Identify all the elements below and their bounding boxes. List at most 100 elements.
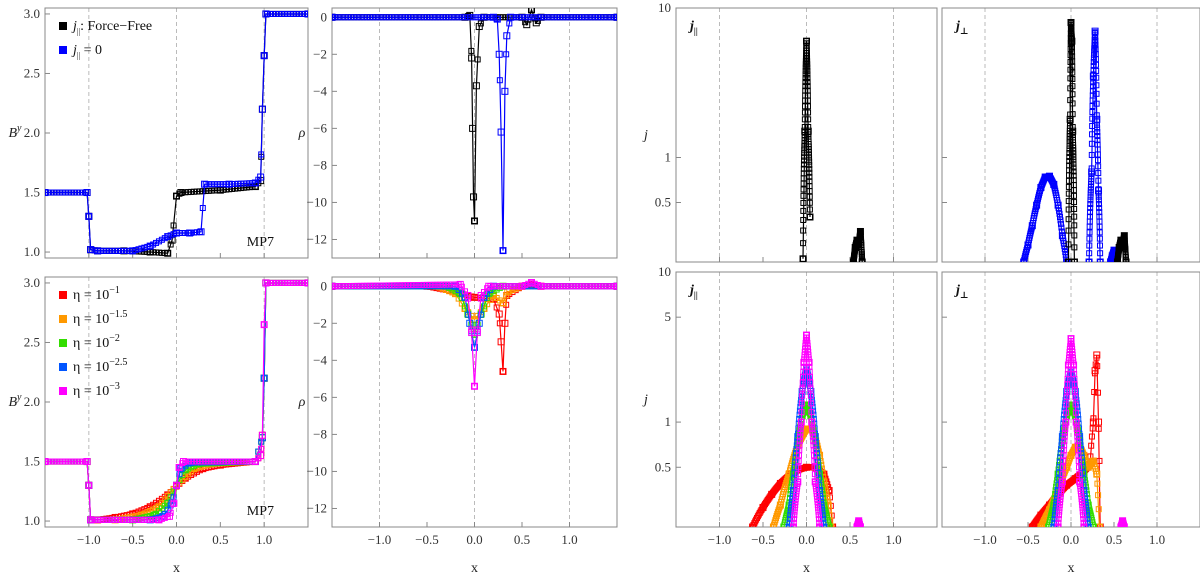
data-point xyxy=(1084,519,1091,526)
x-tick-label: −1.0 xyxy=(973,532,997,547)
data-point xyxy=(1069,351,1076,358)
data-point xyxy=(806,158,813,165)
data-point xyxy=(1094,363,1101,370)
data-point xyxy=(1078,499,1085,506)
data-point xyxy=(1065,227,1072,234)
data-point xyxy=(791,512,798,519)
data-point xyxy=(1096,235,1103,242)
data-point xyxy=(819,508,826,515)
data-point xyxy=(1066,142,1073,149)
annotation: MP7 xyxy=(247,235,274,250)
data-point xyxy=(155,516,163,524)
data-point xyxy=(588,14,595,21)
legend-label-sub: || xyxy=(77,27,80,36)
data-point xyxy=(439,14,446,21)
data-point xyxy=(1092,37,1099,44)
y-tick-label: 2.0 xyxy=(24,394,40,409)
data-point xyxy=(528,279,535,287)
data-point xyxy=(804,345,811,352)
data-point xyxy=(507,13,515,21)
y-tick-label: −2 xyxy=(313,46,327,61)
data-point xyxy=(1113,258,1121,262)
legend-label-main: j xyxy=(71,19,77,34)
data-point xyxy=(797,425,804,432)
y-tick-label: 5 xyxy=(665,309,672,324)
data-point xyxy=(791,505,798,512)
data-point xyxy=(804,127,812,135)
y-tick-label: 1 xyxy=(665,150,672,165)
data-point xyxy=(382,14,389,21)
data-point xyxy=(1028,222,1036,230)
data-point xyxy=(1070,168,1077,175)
data-point xyxy=(1087,204,1094,211)
data-point xyxy=(1095,200,1102,207)
y-axis-label: ρ xyxy=(298,126,306,141)
data-point xyxy=(497,338,505,346)
data-point xyxy=(484,14,491,21)
data-point xyxy=(474,14,481,21)
data-point xyxy=(85,481,93,489)
data-point xyxy=(1095,163,1102,170)
data-point xyxy=(799,385,806,392)
data-point xyxy=(1070,150,1077,157)
legend-label-sup: −3 xyxy=(109,381,120,392)
data-point xyxy=(392,14,399,21)
data-point xyxy=(560,14,567,21)
data-point xyxy=(786,519,793,526)
data-point xyxy=(1088,442,1095,449)
data-point xyxy=(1056,505,1063,512)
data-point xyxy=(523,21,531,29)
data-point xyxy=(45,458,49,466)
data-point xyxy=(803,463,810,471)
data-point xyxy=(1072,418,1080,426)
data-point xyxy=(537,282,545,290)
panel-p3: 0.5 1 10 j j|| xyxy=(642,0,938,263)
data-point xyxy=(522,14,529,21)
data-point xyxy=(1083,505,1090,512)
data-point xyxy=(1082,502,1089,509)
data-point xyxy=(411,14,418,21)
data-point xyxy=(469,124,477,132)
data-point xyxy=(1071,232,1078,239)
data-point xyxy=(1059,471,1066,478)
data-point xyxy=(1087,193,1094,200)
legend-swatch xyxy=(59,315,67,323)
data-point xyxy=(823,491,830,498)
data-point xyxy=(430,281,437,288)
data-point xyxy=(348,282,354,289)
data-point xyxy=(367,282,373,289)
data-point xyxy=(430,14,437,21)
legend-label: j|| = 0 xyxy=(71,43,102,60)
data-point xyxy=(804,97,811,104)
data-point xyxy=(509,286,516,293)
data-point xyxy=(1069,123,1076,130)
data-point xyxy=(251,458,259,466)
data-point xyxy=(335,14,342,21)
legend-label: η = 10−1.5 xyxy=(73,309,127,327)
data-point xyxy=(1070,164,1077,171)
data-point xyxy=(497,128,505,136)
data-point xyxy=(501,87,509,95)
data-point xyxy=(799,379,806,386)
data-point xyxy=(354,14,361,21)
data-point xyxy=(598,14,605,21)
legend-label-sup: −1 xyxy=(109,285,120,296)
data-point xyxy=(427,14,434,21)
data-point xyxy=(818,502,825,509)
data-point xyxy=(395,14,402,21)
data-point xyxy=(408,282,415,289)
data-point xyxy=(1091,27,1099,35)
data-point xyxy=(576,283,582,290)
data-point xyxy=(1088,151,1095,158)
data-point xyxy=(466,11,474,19)
data-point xyxy=(173,192,180,200)
data-point xyxy=(1074,437,1081,444)
data-point xyxy=(462,303,468,310)
data-point xyxy=(180,458,188,466)
data-point xyxy=(538,14,544,21)
data-point xyxy=(825,523,833,527)
data-point xyxy=(811,452,818,459)
data-point xyxy=(1062,248,1069,255)
panel-p7: −1.0 −0.5 0.0 0.5 1.0 0.5 1 5 10 j x j|| xyxy=(642,264,938,576)
panel-title-sub: || xyxy=(694,290,698,300)
